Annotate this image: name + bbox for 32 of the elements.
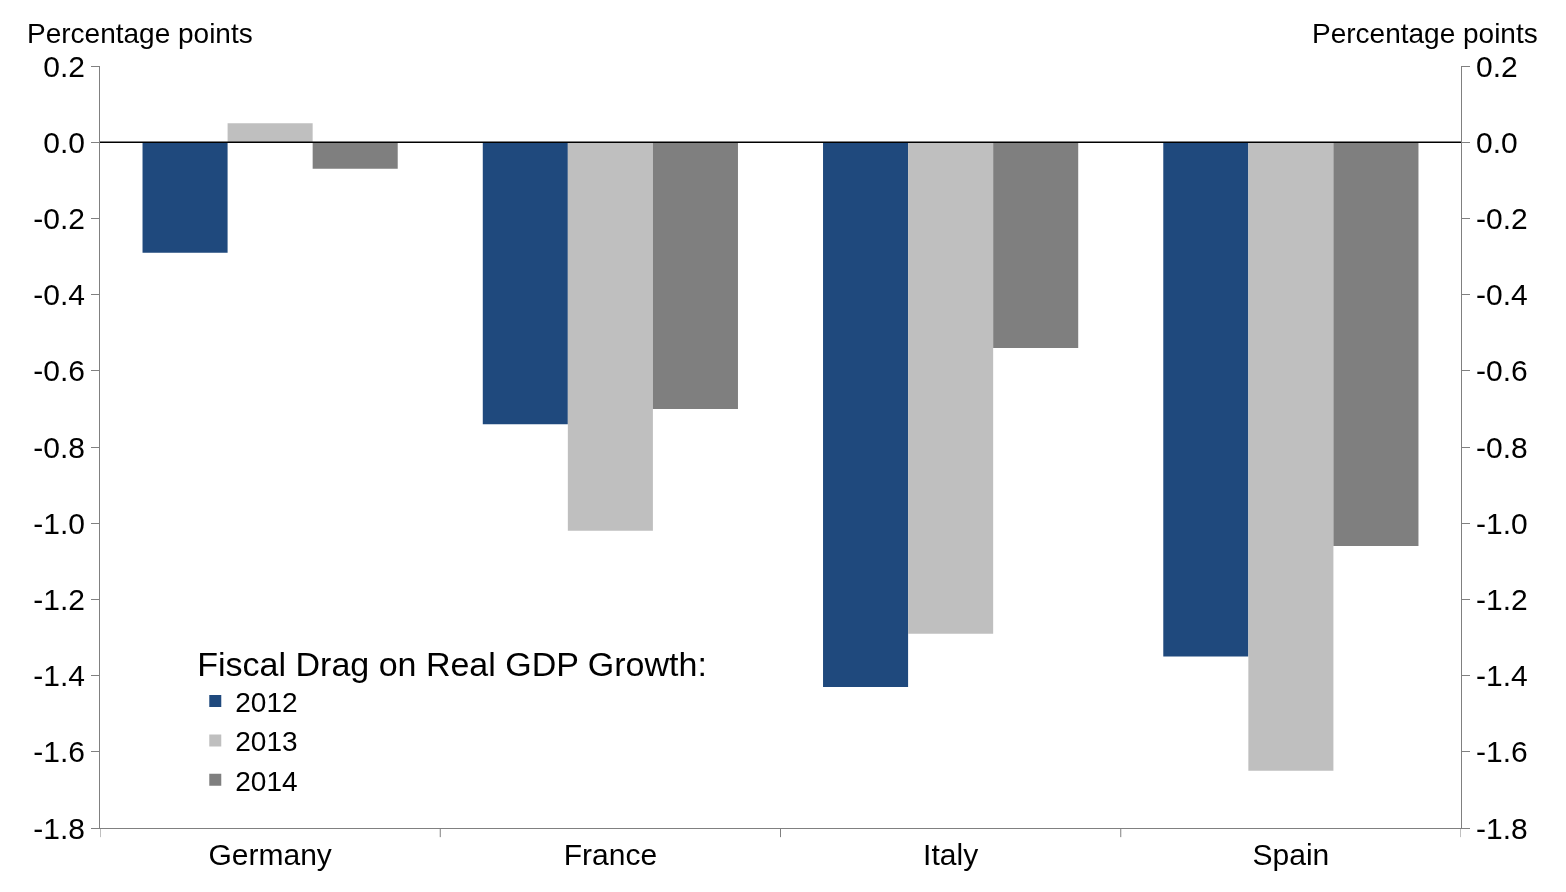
y2-tick-label: -0.4 xyxy=(1476,278,1528,312)
legend-label: 2012 xyxy=(235,686,298,718)
y2-tick-label: 0.2 xyxy=(1476,49,1518,83)
y2-tick-label: -0.2 xyxy=(1476,201,1528,235)
y-axis-title: Percentage points xyxy=(27,18,253,49)
x-tick-label: Italy xyxy=(923,838,979,871)
y-tick-label: -0.2 xyxy=(33,201,85,235)
legend-label: 2013 xyxy=(235,726,298,758)
y-tick-label: 0.0 xyxy=(43,125,85,159)
legend-title: Fiscal Drag on Real GDP Growth: xyxy=(197,645,707,684)
y-tick-label: -0.8 xyxy=(33,430,85,464)
y2-tick-label: 0.0 xyxy=(1476,125,1518,159)
y-tick-label: -1.8 xyxy=(33,811,85,845)
y2-tick-label: -1.8 xyxy=(1476,811,1528,845)
y-tick-label: -1.2 xyxy=(33,582,85,616)
y-tick-label: -1.6 xyxy=(33,735,85,769)
y2-tick-label: -1.2 xyxy=(1476,582,1528,616)
y2-tick-label: -1.4 xyxy=(1476,659,1528,693)
y2-tick-label: -0.8 xyxy=(1476,430,1528,464)
legend-label: 2014 xyxy=(235,765,298,797)
y-tick-label: 0.2 xyxy=(43,49,85,83)
y-tick-label: -1.0 xyxy=(33,506,85,540)
y-tick-label: -1.4 xyxy=(33,659,85,693)
x-tick-label: France xyxy=(563,838,658,871)
y2-axis-title: Percentage points xyxy=(1312,18,1538,49)
y2-tick-label: -1.0 xyxy=(1476,506,1528,540)
y2-tick-label: -1.6 xyxy=(1476,735,1528,769)
y-tick-label: -0.6 xyxy=(33,354,85,388)
y2-tick-label: -0.6 xyxy=(1476,354,1528,388)
y-tick-label: -0.4 xyxy=(33,278,85,312)
x-tick-label: Spain xyxy=(1252,838,1330,871)
x-tick-label: Germany xyxy=(208,838,332,871)
